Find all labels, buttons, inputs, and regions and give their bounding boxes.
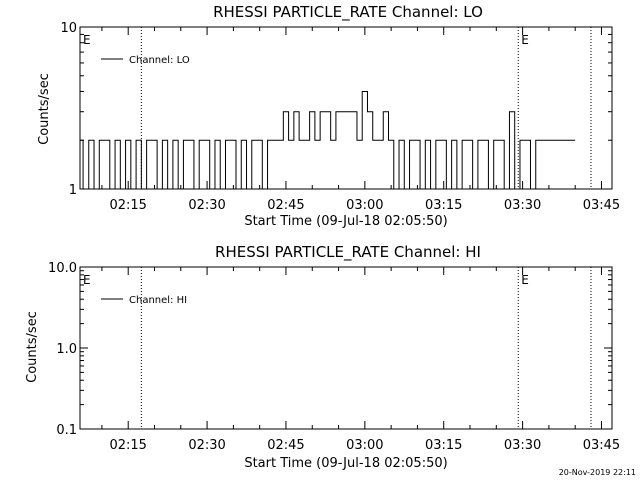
event-marker-label: E xyxy=(83,33,91,47)
x-tick-label: 03:30 xyxy=(504,198,541,213)
x-tick-label: 03:45 xyxy=(583,198,620,213)
y-tick-label: 1 xyxy=(69,183,77,198)
y-axis-label-lo: Counts/sec xyxy=(37,73,52,145)
x-tick-label: 03:30 xyxy=(504,438,541,453)
x-tick-label: 03:15 xyxy=(425,438,462,453)
data-series-line-lo xyxy=(80,90,576,190)
plot-frame-lo xyxy=(79,26,613,190)
event-marker-label: E xyxy=(83,273,91,287)
x-tick-label: 02:15 xyxy=(109,198,146,213)
generation-timestamp: 20-Nov-2019 22:11 xyxy=(559,468,636,477)
x-tick-label: 03:45 xyxy=(583,438,620,453)
chart-title-hi: RHESSI PARTICLE_RATE Channel: HI xyxy=(215,243,481,262)
x-tick-label: 03:15 xyxy=(425,198,462,213)
legend-label-lo: Channel: LO xyxy=(129,55,190,66)
y-tick-label: 0.1 xyxy=(56,423,77,438)
x-tick-label: 02:30 xyxy=(188,438,225,453)
legend-label-hi: Channel: HI xyxy=(129,295,187,306)
plot-panel-lo: 02:15 02:30 02:45 03:00 03:15 03:30 03:45 1 10 E E xyxy=(60,21,620,213)
x-axis-label-hi: Start Time (09-Jul-18 02:05:50) xyxy=(244,456,447,471)
event-marker-label: E xyxy=(521,273,529,287)
y-axis-label-hi: Counts/sec xyxy=(25,311,40,383)
x-tick-label: 02:30 xyxy=(188,198,225,213)
y-tick-label: 1.0 xyxy=(56,342,77,357)
x-tick-label: 02:45 xyxy=(267,438,304,453)
plot-panel-hi: 02:15 02:30 02:45 03:00 03:15 03:30 03:45 0.1 1.… xyxy=(48,261,620,453)
x-tick-label: 03:00 xyxy=(346,198,383,213)
y-tick-label: 10.0 xyxy=(48,261,77,276)
x-tick-label: 02:15 xyxy=(109,438,146,453)
x-tick-label: 02:45 xyxy=(267,198,304,213)
x-tick-label: 03:00 xyxy=(346,438,383,453)
x-axis-label-lo: Start Time (09-Jul-18 02:05:50) xyxy=(244,214,447,229)
y-tick-label: 10 xyxy=(60,21,77,36)
chart-title-lo: RHESSI PARTICLE_RATE Channel: LO xyxy=(213,3,483,22)
event-marker-label: E xyxy=(521,33,529,47)
plot-frame-hi xyxy=(79,266,613,430)
